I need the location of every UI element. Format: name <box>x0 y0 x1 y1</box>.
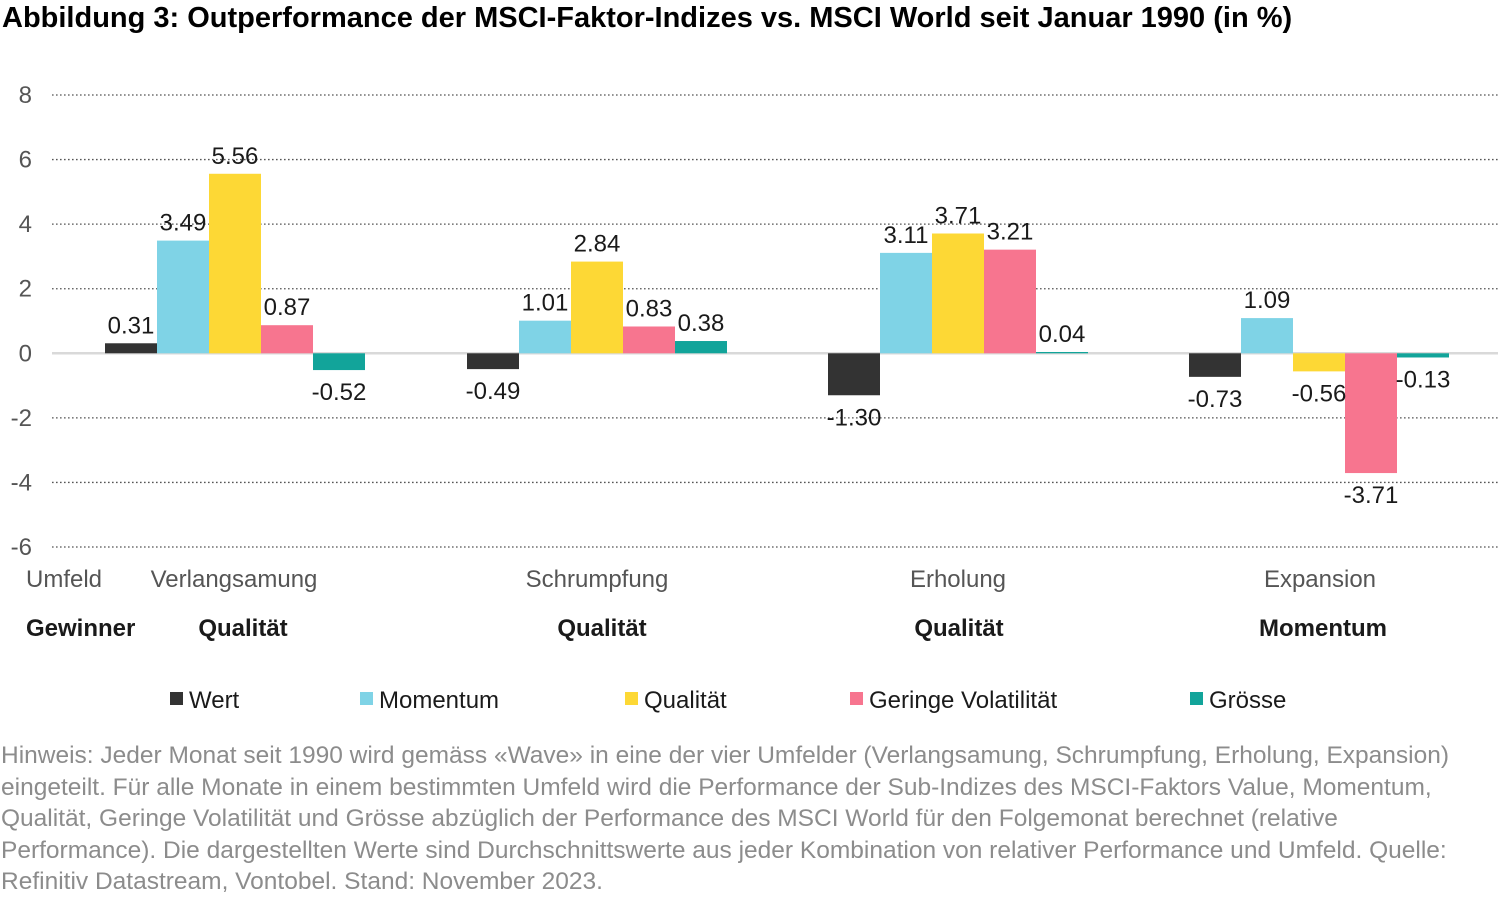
bar-wert <box>1189 353 1241 377</box>
legend-label: Wert <box>189 687 240 714</box>
legend-item: Geringe Volatilität <box>850 687 1057 714</box>
data-label: 1.09 <box>1244 287 1291 314</box>
bar-geringe-volatilität <box>623 326 675 354</box>
bar-grösse <box>1036 351 1088 354</box>
data-label: -0.52 <box>312 379 367 406</box>
legend: Wert Momentum Qualität Geringe Volatilität G… <box>170 687 1286 714</box>
bar-geringe-volatilität <box>261 325 313 354</box>
data-label: -0.73 <box>1188 386 1243 413</box>
winner-label: Momentum <box>1259 615 1387 642</box>
data-label: -0.49 <box>466 378 521 405</box>
bar-momentum <box>1241 318 1293 354</box>
category-label: Verlangsamung <box>151 566 318 593</box>
bar-qualität <box>209 173 261 354</box>
y-tick-label: 6 <box>19 147 32 174</box>
data-labels: 0.31 -0.49 -1.30 -0.73 3.49 1.01 3.11 1.09 5.56 2… <box>108 143 1451 509</box>
data-label: -0.56 <box>1292 380 1347 407</box>
bar-wert <box>828 353 880 396</box>
y-tick-label: 2 <box>19 276 32 303</box>
legend-label: Qualität <box>644 687 727 714</box>
bar-momentum <box>519 320 571 354</box>
winner-label: Qualität <box>198 615 287 642</box>
bar-momentum <box>157 240 209 354</box>
data-label: 0.87 <box>264 294 311 321</box>
bar-wert <box>467 353 519 370</box>
data-label: 3.21 <box>987 219 1034 246</box>
bars <box>105 173 1449 474</box>
bar-grösse <box>675 341 727 354</box>
bar-grösse <box>313 353 365 371</box>
category-label: Schrumpfung <box>526 566 669 593</box>
data-label: 5.56 <box>212 143 259 170</box>
bar-geringe-volatilität <box>1345 353 1397 474</box>
winner-label: Qualität <box>914 615 1003 642</box>
bar-wert <box>105 343 157 354</box>
y-tick-label: 8 <box>19 82 32 109</box>
legend-item: Grösse <box>1190 687 1286 714</box>
data-label: 3.71 <box>935 203 982 230</box>
legend-label: Momentum <box>379 687 499 714</box>
data-label: 0.38 <box>678 310 725 337</box>
chart-area: -6 -4 -2 0 2 4 6 8 0.31 -0.49 -1.30 -0.73 3.49 1.01 3… <box>11 82 1498 714</box>
data-label: 2.84 <box>574 231 621 258</box>
legend-swatch <box>625 692 638 705</box>
data-label: -1.30 <box>827 404 882 431</box>
data-label: 0.31 <box>108 312 155 339</box>
category-rows: Umfeld Gewinner Verlangsamung Qualität Schru… <box>26 566 1387 642</box>
row-label-environment: Umfeld <box>26 566 102 593</box>
bar-geringe-volatilität <box>984 249 1036 354</box>
legend-label: Grösse <box>1209 687 1286 714</box>
data-label: 3.11 <box>884 222 929 249</box>
data-label: 0.04 <box>1039 321 1086 348</box>
y-tick-label: -2 <box>11 405 32 432</box>
legend-item: Qualität <box>625 687 727 714</box>
legend-label: Geringe Volatilität <box>869 687 1057 714</box>
data-label: -3.71 <box>1344 482 1399 509</box>
y-tick-label: 0 <box>19 340 32 367</box>
data-label: 3.49 <box>160 210 207 237</box>
y-axis-ticks: -6 -4 -2 0 2 4 6 8 <box>11 82 32 561</box>
legend-swatch <box>170 692 183 705</box>
row-label-winner: Gewinner <box>26 615 135 642</box>
y-tick-label: -6 <box>11 534 32 561</box>
chart-note: Hinweis: Jeder Monat seit 1990 wird gemä… <box>1 742 1450 895</box>
legend-item: Momentum <box>360 687 499 714</box>
data-label: 0.83 <box>626 295 673 322</box>
y-tick-label: -4 <box>11 469 32 496</box>
data-label: 1.01 <box>522 290 569 317</box>
legend-swatch <box>360 692 373 705</box>
legend-item: Wert <box>170 687 240 714</box>
category-label: Erholung <box>910 566 1006 593</box>
bar-qualität <box>1293 353 1345 372</box>
data-label: -0.13 <box>1396 366 1451 393</box>
chart-title: Abbildung 3: Outperformance der MSCI-Fak… <box>2 2 1293 34</box>
bar-qualität <box>571 261 623 354</box>
winner-label: Qualität <box>557 615 646 642</box>
legend-swatch <box>850 692 863 705</box>
bar-qualität <box>932 233 984 354</box>
y-tick-label: 4 <box>19 211 32 238</box>
bar-momentum <box>880 252 932 354</box>
category-label: Expansion <box>1264 566 1376 593</box>
bar-grösse <box>1397 353 1449 358</box>
legend-swatch <box>1190 692 1203 705</box>
